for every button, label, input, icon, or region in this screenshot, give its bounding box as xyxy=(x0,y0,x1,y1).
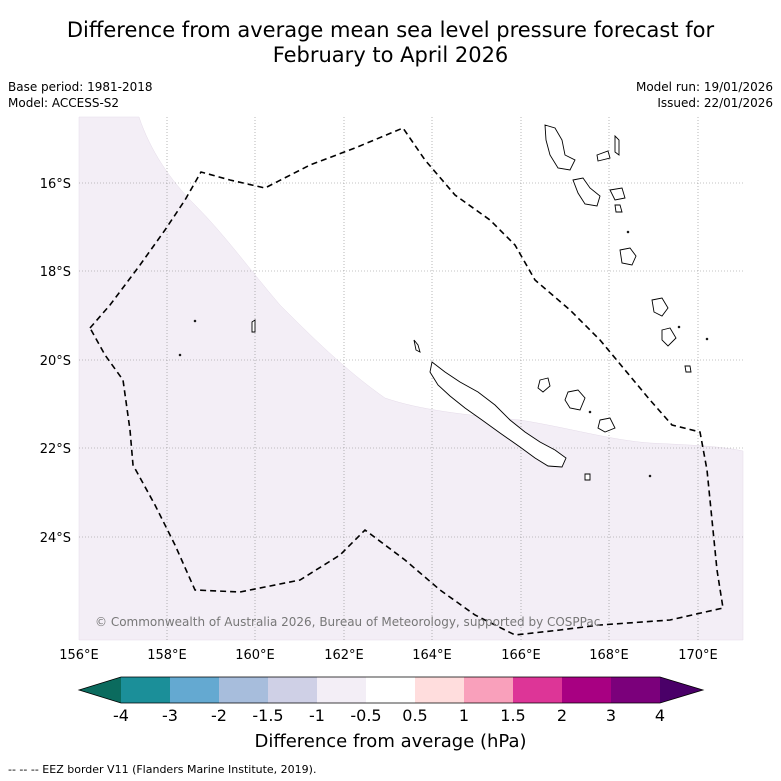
coastlines xyxy=(178,124,709,481)
eez-border xyxy=(89,127,724,636)
colorbar-tick-label: -3 xyxy=(162,706,178,725)
lon-label: 156°E xyxy=(59,648,99,663)
islet-dot xyxy=(626,230,630,234)
colorbar-tick-label: 3 xyxy=(605,706,617,725)
colorbar-bin xyxy=(170,677,219,703)
colorbar-tick-label: -0.5 xyxy=(350,706,382,725)
lon-label: 160°E xyxy=(235,648,275,663)
graticule xyxy=(79,117,743,640)
copyright-text: © Commonwealth of Australia 2026, Bureau… xyxy=(95,615,600,629)
colorbar-tick-label: -4 xyxy=(113,706,129,725)
colorbar-tick-label: -1.5 xyxy=(252,706,284,725)
colorbar-tick-label: 1.5 xyxy=(500,706,526,725)
islet-dot xyxy=(677,325,681,329)
island-new-caledonia xyxy=(429,361,567,468)
colorbar xyxy=(77,676,705,704)
islet-dot xyxy=(705,337,709,341)
islet-dot xyxy=(648,474,652,478)
colorbar-bin xyxy=(317,677,366,703)
island-efate xyxy=(619,247,637,266)
base-period-text: Base period: 1981-2018 xyxy=(8,80,153,94)
lon-label: 162°E xyxy=(324,648,364,663)
colorbar-under-triangle xyxy=(79,677,121,703)
title-line-2: February to April 2026 xyxy=(272,43,509,67)
lon-label: 168°E xyxy=(589,648,629,663)
lat-label: 22°S xyxy=(40,442,71,457)
lon-label: 166°E xyxy=(501,648,541,663)
longitude-labels: 156°E 158°E 160°E 162°E 164°E 166°E 168°… xyxy=(59,648,718,663)
island-loyalty-lifou xyxy=(564,389,586,411)
chart-title: Difference from average mean sea level p… xyxy=(0,18,781,68)
colorbar-bin xyxy=(219,677,268,703)
island-erromango xyxy=(651,297,669,317)
island-maewo xyxy=(614,134,620,156)
colorbar-bin xyxy=(415,677,464,703)
colorbar-bin xyxy=(268,677,317,703)
colorbar-bin xyxy=(513,677,562,703)
lat-label: 18°S xyxy=(40,265,71,280)
island-tanna xyxy=(661,327,677,347)
colorbar-bin xyxy=(121,677,170,703)
lon-label: 170°E xyxy=(678,648,718,663)
island-loyalty-ouvea xyxy=(537,377,551,393)
islet-dot xyxy=(193,319,197,323)
island-pentecost xyxy=(609,187,626,201)
lat-label: 24°S xyxy=(40,531,71,546)
latitude-labels: 16°S 18°S 20°S 22°S 24°S xyxy=(40,177,71,546)
meta-left: Base period: 1981-2018 Model: ACCESS-S2 xyxy=(8,79,153,111)
island-belep xyxy=(413,339,421,353)
meta-right: Model run: 19/01/2026 Issued: 22/01/2026 xyxy=(636,79,773,111)
title-line-1: Difference from average mean sea level p… xyxy=(66,18,715,42)
colorbar-tick-label: 0.5 xyxy=(402,706,428,725)
anomaly-shading-region xyxy=(78,116,744,641)
colorbar-outline xyxy=(77,676,705,704)
colorbar-bin xyxy=(611,677,660,703)
colorbar-tick-label: 1 xyxy=(458,706,470,725)
lat-label: 20°S xyxy=(40,354,71,369)
model-text: Model: ACCESS-S2 xyxy=(8,96,120,110)
lon-label: 158°E xyxy=(147,648,187,663)
island-ambae xyxy=(596,150,611,162)
island-malakula xyxy=(572,177,601,207)
lon-label: 164°E xyxy=(412,648,452,663)
colorbar-tick-label: 2 xyxy=(556,706,568,725)
colorbar-tick-label: -2 xyxy=(211,706,227,725)
colorbar-bin xyxy=(366,677,415,703)
colorbar-over-triangle xyxy=(660,677,703,703)
island-aneityum xyxy=(684,365,692,373)
model-run-text: Model run: 19/01/2026 xyxy=(635,80,773,94)
island-epi xyxy=(614,204,623,213)
issued-text: Issued: 22/01/2026 xyxy=(657,96,773,110)
islet-dot xyxy=(178,353,182,357)
island-espiritu-santo xyxy=(544,124,576,171)
island-ile-des-pins xyxy=(584,473,591,481)
eez-footnote: -- -- -- EEZ border V11 (Flanders Marine… xyxy=(8,763,317,776)
island-chesterfield xyxy=(251,319,256,333)
island-loyalty-mare xyxy=(597,417,616,433)
colorbar-tick-label: -1 xyxy=(309,706,325,725)
colorbar-tick-label: 4 xyxy=(654,706,666,725)
islet-dot xyxy=(588,410,592,414)
lat-label: 16°S xyxy=(40,177,71,192)
colorbar-title: Difference from average (hPa) xyxy=(254,731,527,752)
colorbar-bin xyxy=(464,677,513,703)
colorbar-bin xyxy=(562,677,611,703)
